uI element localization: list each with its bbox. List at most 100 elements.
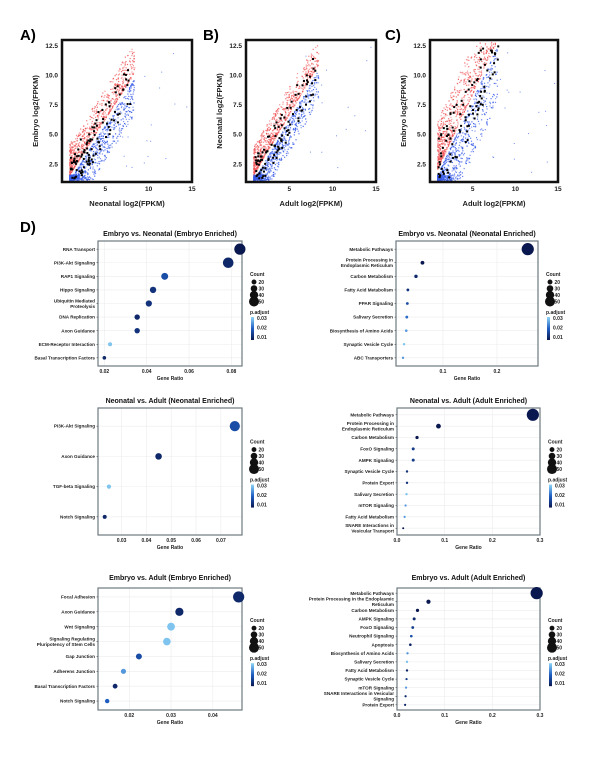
outlier-point <box>161 71 163 73</box>
up-point <box>257 165 259 167</box>
down-point <box>114 112 116 114</box>
up-point <box>466 63 468 65</box>
highlight-point <box>280 139 283 142</box>
dot-protein-processing-in-endoplasmic-reticulum <box>436 423 441 429</box>
down-point <box>132 106 134 108</box>
down-point <box>476 116 479 118</box>
up-point <box>443 137 445 139</box>
highlight-point <box>75 175 78 178</box>
up-point <box>437 132 439 134</box>
down-point <box>304 109 307 111</box>
up-point <box>258 155 261 157</box>
down-point <box>458 163 460 165</box>
outlier-point <box>508 91 510 93</box>
up-point <box>277 120 279 122</box>
up-point <box>311 63 313 65</box>
up-point <box>286 104 288 106</box>
down-point <box>293 131 296 134</box>
up-point <box>270 137 272 139</box>
up-point <box>476 61 478 63</box>
down-point <box>483 96 485 98</box>
down-point <box>306 93 309 95</box>
outlier-point <box>172 53 174 55</box>
up-point <box>467 72 469 74</box>
up-point <box>74 155 76 157</box>
up-point <box>455 96 457 98</box>
down-point <box>448 153 450 155</box>
highlight-point <box>105 122 108 125</box>
down-point <box>90 147 92 149</box>
down-point <box>123 122 126 125</box>
down-point <box>99 151 101 154</box>
up-point <box>438 129 441 131</box>
up-point <box>437 161 439 163</box>
down-point <box>259 171 261 173</box>
highlight-point <box>98 145 101 148</box>
down-point <box>83 176 86 178</box>
down-point <box>444 169 446 171</box>
down-point <box>262 178 265 180</box>
x-tick-label: 15 <box>188 186 196 193</box>
up-point <box>286 99 288 102</box>
down-point <box>117 135 119 137</box>
down-point <box>131 97 133 99</box>
highlight-point <box>438 161 441 164</box>
down-point <box>292 114 294 117</box>
down-point <box>276 159 278 161</box>
down-point <box>79 179 81 181</box>
down-point <box>77 178 79 180</box>
down-point <box>261 174 263 176</box>
down-point <box>471 121 473 123</box>
highlight-point <box>108 133 111 136</box>
outlier-point <box>325 69 327 71</box>
count-legend-label: 20 <box>259 448 265 454</box>
down-point <box>458 154 460 156</box>
up-point <box>107 94 109 96</box>
up-point <box>254 149 257 151</box>
down-point <box>267 168 270 170</box>
highlight-point <box>439 174 442 177</box>
up-point <box>259 140 261 142</box>
down-point <box>129 110 131 113</box>
up-point <box>120 93 122 96</box>
up-point <box>262 157 264 160</box>
down-point <box>267 176 269 178</box>
up-point <box>305 85 307 87</box>
highlight-point <box>259 155 262 158</box>
highlight-point <box>81 153 84 156</box>
down-point <box>276 152 278 155</box>
down-point <box>96 140 99 142</box>
outlier-point <box>493 156 495 158</box>
up-point <box>95 112 97 115</box>
up-point <box>295 100 297 102</box>
up-point <box>473 85 475 88</box>
down-point <box>301 117 303 119</box>
up-point <box>90 116 92 119</box>
down-point <box>270 164 272 166</box>
down-point <box>259 175 262 177</box>
up-point <box>262 135 265 138</box>
down-point <box>466 159 468 161</box>
up-point <box>287 97 289 99</box>
highlight-point <box>477 51 480 54</box>
highlight-point <box>464 141 467 144</box>
highlight-point <box>116 113 119 116</box>
up-point <box>86 144 88 147</box>
up-point <box>268 148 270 150</box>
down-point <box>122 120 125 123</box>
up-point <box>437 162 439 165</box>
up-point <box>71 171 73 173</box>
up-point <box>441 125 444 127</box>
up-point <box>254 144 256 146</box>
up-point <box>313 70 315 72</box>
down-point <box>293 134 295 136</box>
up-point <box>121 69 124 72</box>
down-point <box>447 175 449 178</box>
up-point <box>440 123 442 125</box>
down-point <box>85 177 87 179</box>
down-point <box>444 168 447 171</box>
up-point <box>101 123 103 125</box>
down-point <box>288 146 290 148</box>
down-point <box>286 150 288 153</box>
highlight-point <box>258 172 261 175</box>
